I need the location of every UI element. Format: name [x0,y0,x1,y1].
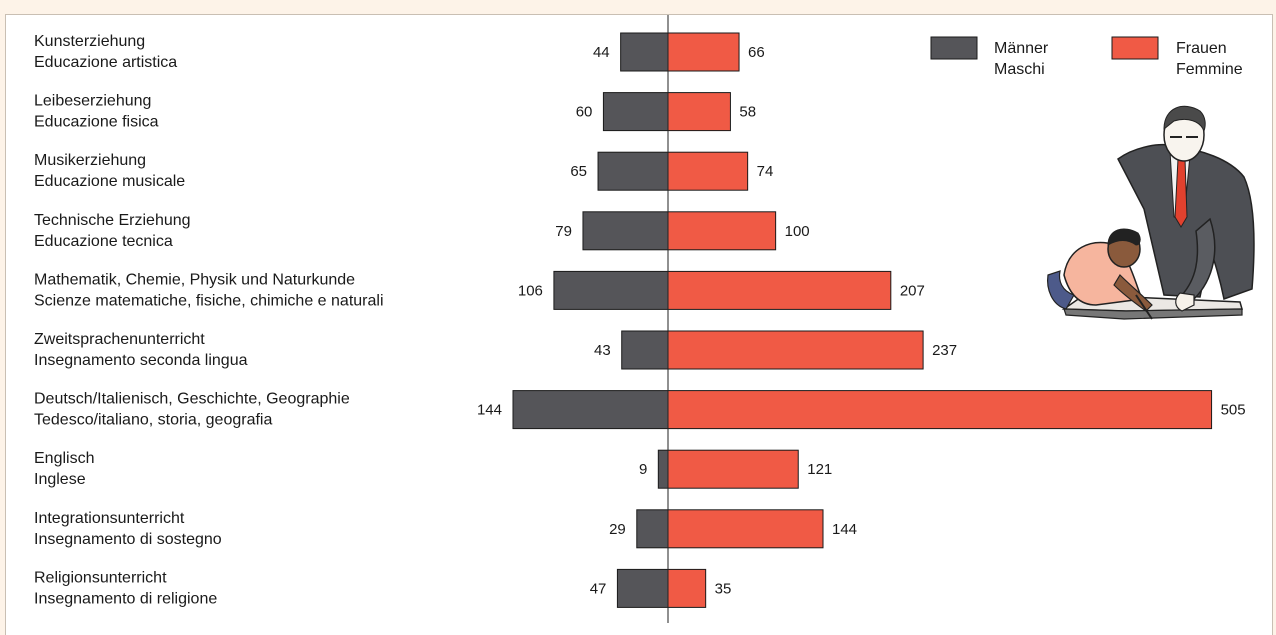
bar-frauen [667,32,740,72]
value-label-frauen: 100 [785,223,810,240]
value-label-frauen: 121 [807,461,832,478]
value-label-frauen: 207 [900,282,925,299]
category-label-it: Insegnamento di sostegno [34,531,222,548]
bar-maenner [582,211,669,251]
category-label-de: Mathematik, Chemie, Physik und Naturkund… [34,271,355,288]
bar-frauen [667,330,924,370]
bar-frauen [667,211,777,251]
bar-maenner [602,92,669,132]
category-label-it: Educazione fisica [34,114,159,131]
value-label-maenner: 65 [570,163,587,180]
teacher-hair [1163,106,1206,133]
value-label-maenner: 144 [477,402,502,419]
value-label-maenner: 79 [555,223,572,240]
bar-maenner [636,509,669,549]
bar-frauen [667,509,824,549]
value-label-maenner: 9 [639,461,647,478]
category-label-it: Insegnamento seconda lingua [34,352,248,369]
category-label-it: Inglese [34,471,86,488]
category-label-it: Educazione musicale [34,173,185,190]
legend-swatch-maenner [930,36,978,60]
value-label-maenner: 106 [518,282,543,299]
teacher-gender-chart: Kunsterziehung Educazione artistica Leibes… [34,15,1255,623]
category-label-de: Kunsterziehung [34,33,145,50]
bar-frauen [667,568,707,608]
value-label-frauen: 144 [832,521,857,538]
category-label-de: Englisch [34,450,94,467]
category-label-de: Zweitsprachenunterricht [34,331,205,348]
teacher-student-illustration [1047,106,1255,320]
category-label-it: Educazione artistica [34,54,177,71]
bar-frauen [667,92,731,132]
category-label-de: Deutsch/Italienisch, Geschichte, Geograp… [34,391,350,408]
bar-frauen [667,151,749,191]
category-label-it: Tedesco/italiano, storia, geografia [34,412,272,429]
value-label-maenner: 60 [576,104,593,121]
legend-label-frauen: Frauen [1176,40,1227,57]
bar-maenner [553,270,669,310]
teacher-hand [1175,292,1195,312]
value-label-frauen: 66 [748,44,765,61]
category-label-de: Leibeserziehung [34,93,151,110]
pencil [1135,294,1153,320]
legend-label-maenner: Männer [994,40,1049,57]
bar-maenner [597,151,669,191]
bar-frauen [667,390,1213,430]
bar-frauen [667,270,892,310]
category-label-de: Technische Erziehung [34,212,191,229]
legend-label-maenner: Maschi [994,61,1045,78]
bar-maenner [621,330,669,370]
value-label-frauen: 237 [932,342,957,359]
value-label-maenner: 47 [590,580,607,597]
category-label-de: Musikerziehung [34,152,146,169]
student-hair [1107,228,1141,246]
bar-frauen [667,449,799,489]
legend-label-frauen: Femmine [1176,61,1243,78]
category-label-it: Educazione tecnica [34,233,173,250]
category-label-de: Integrationsunterricht [34,510,185,527]
bar-maenner [657,449,669,489]
value-label-maenner: 43 [594,342,611,359]
bar-maenner [512,390,669,430]
value-label-frauen: 74 [757,163,774,180]
bar-maenner [620,32,669,72]
value-label-frauen: 505 [1221,402,1246,419]
category-label-it: Scienze matematiche, fisiche, chimiche e… [34,292,384,309]
value-label-maenner: 44 [593,44,610,61]
category-label-de: Religionsunterricht [34,569,167,586]
chart-panel: Kunsterziehung Educazione artistica Leibes… [5,14,1273,635]
bar-maenner [616,568,669,608]
value-label-frauen: 35 [715,580,732,597]
desk-edge [1063,308,1243,320]
value-label-frauen: 58 [739,104,756,121]
value-label-maenner: 29 [609,521,626,538]
legend-swatch-frauen [1111,36,1159,60]
category-label-it: Insegnamento di religione [34,590,217,607]
